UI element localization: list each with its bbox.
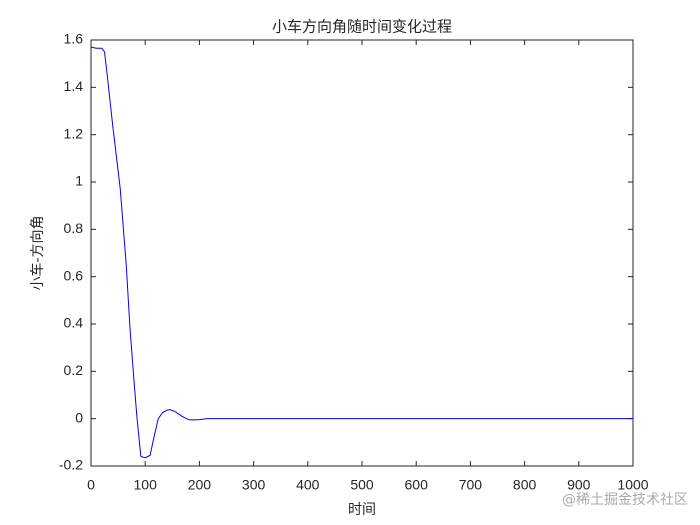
y-tick-label: 1.4: [64, 78, 84, 94]
y-tick-label: 1.6: [64, 31, 84, 47]
y-tick-label: 0.4: [64, 315, 84, 331]
x-tick-label: 0: [87, 477, 95, 493]
x-tick-label: 600: [405, 477, 429, 493]
watermark: @稀土掘金技术社区: [562, 492, 688, 508]
x-tick-label: 800: [513, 477, 537, 493]
y-tick-label: 0.2: [64, 362, 84, 378]
x-tick-label: 500: [350, 477, 374, 493]
y-tick-label: 0: [75, 409, 83, 425]
chart-title: 小车方向角随时间变化过程: [272, 18, 452, 36]
x-tick-label: 700: [459, 477, 483, 493]
y-tick-label: -0.2: [59, 457, 83, 473]
y-tick-label: 1.2: [64, 125, 84, 141]
x-tick-label: 200: [188, 477, 212, 493]
y-tick-label: 1: [75, 173, 83, 189]
x-tick-label: 1000: [617, 477, 648, 493]
x-tick-label: 300: [242, 477, 266, 493]
y-tick-label: 0.6: [64, 267, 84, 283]
x-tick-label: 400: [296, 477, 320, 493]
data-line: [90, 46, 633, 459]
y-axis-label: 小车-方向角: [29, 215, 46, 290]
y-tick-label: 0.8: [64, 220, 84, 236]
x-tick-label: 100: [134, 477, 158, 493]
x-tick-label: 900: [567, 477, 591, 493]
x-axis-label: 时间: [348, 502, 376, 518]
